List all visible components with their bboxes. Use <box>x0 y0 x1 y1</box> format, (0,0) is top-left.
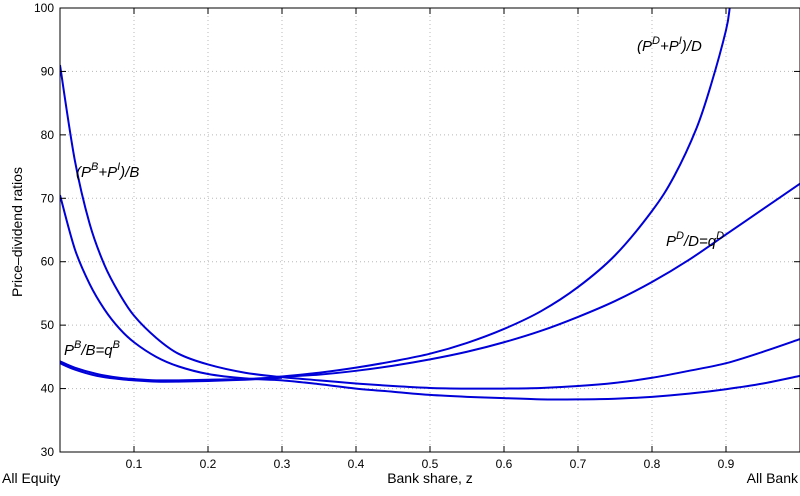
x-tick-label: 0.1 <box>126 457 143 471</box>
x-tick-label: 0.9 <box>718 457 735 471</box>
y-axis-label: Price–dividend ratios <box>9 167 25 297</box>
y-tick-label: 60 <box>41 255 55 269</box>
plot-frame <box>59 7 800 453</box>
series-line-4 <box>60 362 283 383</box>
tick-layer: 0.1 0.2 0.3 0.4 0.5 0.6 0.7 0.8 0.9 30 40 50 60 70 80 9… <box>34 1 800 471</box>
series-layer <box>60 8 800 401</box>
x-tick-label: 0.7 <box>570 457 587 471</box>
y-tick-label: 50 <box>41 318 55 332</box>
annotation-pb-over-b-qb: PB/B=qB <box>64 339 120 359</box>
y-tick-label: 90 <box>41 64 55 78</box>
x-tick-label: 0.3 <box>274 457 291 471</box>
annotation-pb-pi-over-b: (PB+PI)/B <box>76 161 139 181</box>
x-tick-label: 0.5 <box>422 457 439 471</box>
grid-layer <box>60 8 800 452</box>
y-tick-label: 80 <box>41 128 55 142</box>
y-tick-label: 30 <box>41 445 55 459</box>
y-tick-label: 40 <box>41 382 55 396</box>
series-line-6 <box>274 182 800 379</box>
series-line-1 <box>60 64 800 390</box>
y-tick-label: 70 <box>41 191 55 205</box>
x-tick-label: 0.6 <box>496 457 513 471</box>
x-tick-label: 0.4 <box>348 457 365 471</box>
x-end-label-left: All Equity <box>2 470 60 486</box>
annotation-pd-over-d-qd: PD/D=qD <box>666 230 724 250</box>
y-tick-label: 100 <box>34 1 54 15</box>
series-line-5 <box>274 8 731 379</box>
x-tick-label: 0.8 <box>644 457 661 471</box>
x-axis-label: Bank share, z <box>387 470 473 486</box>
annotation-pd-pi-over-d: (PD+PI)/D <box>637 35 702 55</box>
x-tick-label: 0.2 <box>200 457 217 471</box>
x-end-label-right: All Bank <box>747 470 799 486</box>
series-line-2 <box>60 194 800 401</box>
